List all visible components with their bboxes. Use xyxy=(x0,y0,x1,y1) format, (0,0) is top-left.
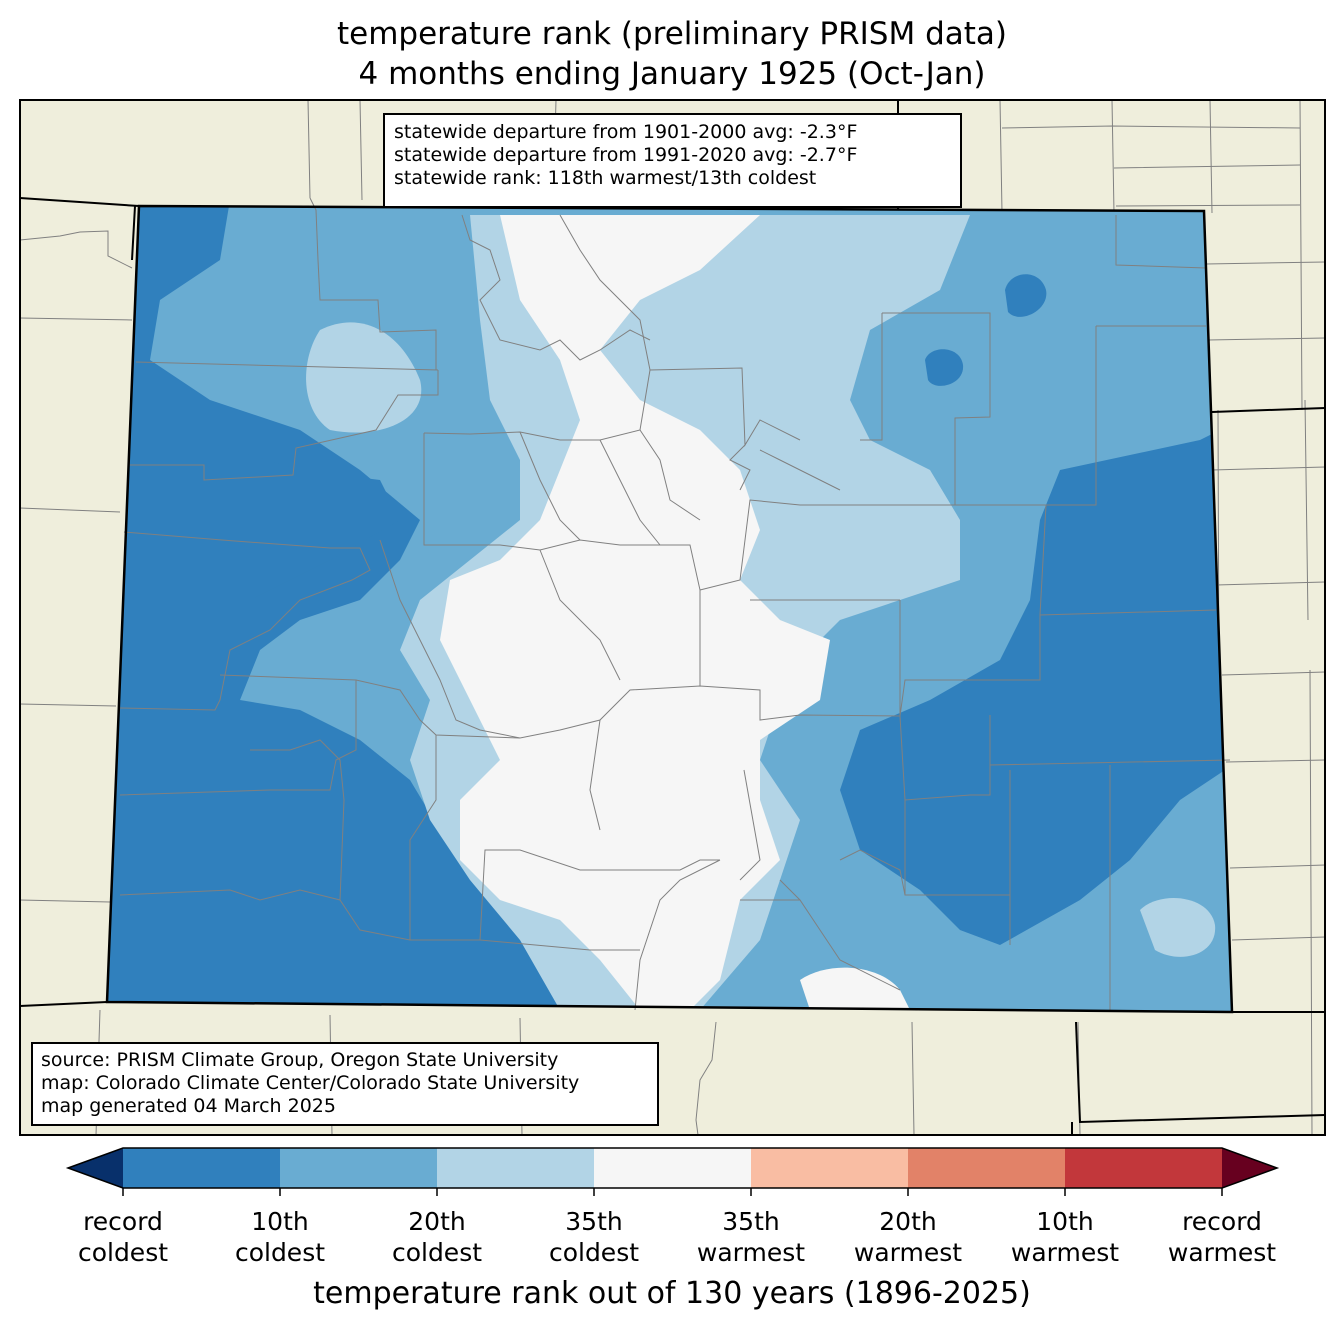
colorbar-tick-label-35th-warmest: 35th warmest xyxy=(696,1207,806,1267)
colorbar-tick-label-10th-warmest: 10th warmest xyxy=(1010,1207,1120,1267)
rank-region-10th-coldest-northeast xyxy=(1005,274,1047,317)
rank-region-near-normal-north xyxy=(440,215,830,1010)
colorbar-tick-label-record-coldest: record coldest xyxy=(77,1207,169,1267)
colorbar-tick-label-record-warmest: record warmest xyxy=(1167,1207,1277,1267)
rank-region-35th-coldest-southeast xyxy=(1140,898,1216,957)
rank-region-10th-coldest-west-2 xyxy=(107,420,400,660)
map-title-line-1: temperature rank (preliminary PRISM data… xyxy=(336,16,1007,52)
colorbar-bin-35th-to-20th-warmest xyxy=(751,1148,908,1188)
source-credits-box: source: PRISM Climate Group, Oregon Stat… xyxy=(31,1042,659,1126)
rank-region-10th-coldest-northeast-2 xyxy=(925,349,964,386)
map-title-line-2: 4 months ending January 1925 (Oct-Jan) xyxy=(358,56,986,92)
colorbar-bin-near-normal xyxy=(594,1148,751,1188)
rank-region-10th-coldest-west xyxy=(107,206,560,1010)
stats-departure-1901-2000: statewide departure from 1901-2000 avg: … xyxy=(394,121,858,143)
map-frame xyxy=(19,99,1326,1136)
colorbar-tick-label-35th-coldest: 35th coldest xyxy=(548,1207,640,1267)
source-credit-date: map generated 04 March 2025 xyxy=(41,1095,336,1117)
colorbar-tick-label-20th-coldest: 20th coldest xyxy=(391,1207,483,1267)
statewide-stats-box: statewide departure from 1901-2000 avg: … xyxy=(383,113,962,208)
colorbar-bin-record-to-10th-coldest xyxy=(123,1148,280,1188)
colorbar-extend-under xyxy=(68,1148,123,1188)
colorbar-bin-20th-to-10th-warmest xyxy=(908,1148,1065,1188)
south-border-line xyxy=(20,1001,1325,1013)
stats-departure-1991-2020: statewide departure from 1991-2020 avg: … xyxy=(394,144,858,166)
colorbar-tick-label-20th-warmest: 20th warmest xyxy=(853,1207,963,1267)
source-credit-data: source: PRISM Climate Group, Oregon Stat… xyxy=(41,1049,559,1071)
stats-statewide-rank: statewide rank: 118th warmest/13th colde… xyxy=(394,167,817,189)
colorbar xyxy=(65,1147,1280,1196)
source-credit-map: map: Colorado Climate Center/Colorado St… xyxy=(41,1072,580,1094)
colorbar-extend-over xyxy=(1222,1148,1277,1188)
colorbar-tick-label-10th-coldest: 10th coldest xyxy=(234,1207,326,1267)
colorbar-axis-label: temperature rank out of 130 years (1896-… xyxy=(313,1276,1031,1311)
rank-region-35th-coldest-northwest xyxy=(306,322,422,433)
colorbar-bin-20th-to-35th-coldest xyxy=(437,1148,594,1188)
colorado-county-lines xyxy=(119,197,1231,1011)
rank-region-10th-coldest-east xyxy=(840,420,1232,945)
colorbar-tick-marks xyxy=(122,1188,1223,1196)
colorado-rank-field xyxy=(107,206,1232,1012)
rank-region-near-normal-southeast xyxy=(800,967,910,1010)
colorbar-bin-10th-to-20th-coldest xyxy=(280,1148,437,1188)
colorbar-bin-10th-to-record-warmest xyxy=(1065,1148,1222,1188)
